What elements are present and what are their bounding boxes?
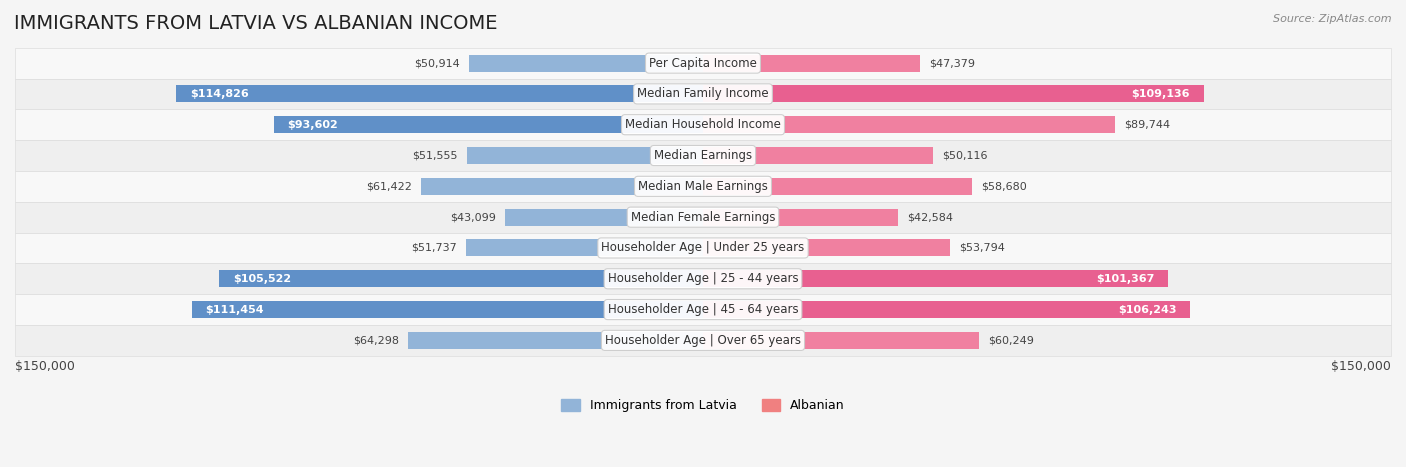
Bar	[219, 270, 703, 287]
FancyBboxPatch shape	[15, 325, 1391, 356]
Text: Householder Age | Under 25 years: Householder Age | Under 25 years	[602, 241, 804, 255]
Text: Householder Age | 25 - 44 years: Householder Age | 25 - 44 years	[607, 272, 799, 285]
Legend: Immigrants from Latvia, Albanian: Immigrants from Latvia, Albanian	[555, 394, 851, 417]
Bar	[703, 178, 972, 195]
Text: Source: ZipAtlas.com: Source: ZipAtlas.com	[1274, 14, 1392, 24]
Bar	[467, 147, 703, 164]
Text: Median Earnings: Median Earnings	[654, 149, 752, 162]
Text: $64,298: $64,298	[353, 335, 399, 346]
Text: $42,584: $42,584	[907, 212, 953, 222]
Bar	[274, 116, 703, 133]
Bar	[470, 55, 703, 71]
Text: IMMIGRANTS FROM LATVIA VS ALBANIAN INCOME: IMMIGRANTS FROM LATVIA VS ALBANIAN INCOM…	[14, 14, 498, 33]
Bar	[422, 178, 703, 195]
Text: $51,737: $51,737	[411, 243, 457, 253]
Text: Median Female Earnings: Median Female Earnings	[631, 211, 775, 224]
Text: $150,000: $150,000	[15, 361, 75, 374]
Bar	[703, 240, 949, 256]
Bar	[703, 147, 932, 164]
Text: $53,794: $53,794	[959, 243, 1005, 253]
Text: $101,367: $101,367	[1095, 274, 1154, 284]
FancyBboxPatch shape	[15, 140, 1391, 171]
Text: $93,602: $93,602	[287, 120, 339, 130]
Text: $150,000: $150,000	[1331, 361, 1391, 374]
Text: $106,243: $106,243	[1118, 304, 1177, 315]
Text: Householder Age | Over 65 years: Householder Age | Over 65 years	[605, 334, 801, 347]
FancyBboxPatch shape	[15, 263, 1391, 294]
Bar	[176, 85, 703, 102]
Bar	[703, 116, 1115, 133]
Text: Median Family Income: Median Family Income	[637, 87, 769, 100]
Bar	[703, 332, 980, 349]
FancyBboxPatch shape	[15, 48, 1391, 78]
Text: $105,522: $105,522	[233, 274, 291, 284]
Bar	[505, 209, 703, 226]
Text: $50,116: $50,116	[942, 150, 987, 161]
Bar	[408, 332, 703, 349]
FancyBboxPatch shape	[15, 202, 1391, 233]
FancyBboxPatch shape	[15, 109, 1391, 140]
Text: $51,555: $51,555	[412, 150, 457, 161]
Text: $114,826: $114,826	[190, 89, 249, 99]
Text: $43,099: $43,099	[450, 212, 496, 222]
Bar	[191, 301, 703, 318]
Text: $61,422: $61,422	[366, 181, 412, 191]
Text: $89,744: $89,744	[1123, 120, 1170, 130]
Bar	[703, 209, 898, 226]
FancyBboxPatch shape	[15, 78, 1391, 109]
Text: Per Capita Income: Per Capita Income	[650, 57, 756, 70]
FancyBboxPatch shape	[15, 171, 1391, 202]
Bar	[465, 240, 703, 256]
FancyBboxPatch shape	[15, 233, 1391, 263]
Text: Householder Age | 45 - 64 years: Householder Age | 45 - 64 years	[607, 303, 799, 316]
Text: $58,680: $58,680	[981, 181, 1026, 191]
Text: $47,379: $47,379	[929, 58, 976, 68]
Text: $111,454: $111,454	[205, 304, 264, 315]
Text: $50,914: $50,914	[415, 58, 460, 68]
FancyBboxPatch shape	[15, 294, 1391, 325]
Bar	[703, 55, 921, 71]
Bar	[703, 301, 1191, 318]
Text: $109,136: $109,136	[1132, 89, 1189, 99]
Bar	[703, 270, 1168, 287]
Text: $60,249: $60,249	[988, 335, 1035, 346]
Bar	[703, 85, 1204, 102]
Text: Median Household Income: Median Household Income	[626, 118, 780, 131]
Text: Median Male Earnings: Median Male Earnings	[638, 180, 768, 193]
